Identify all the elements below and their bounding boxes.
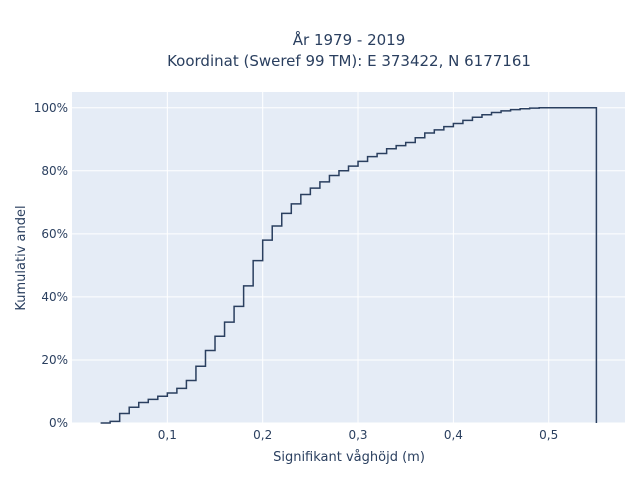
y-tick-label: 100%	[34, 101, 68, 115]
tick-labels: 0,1 0,2 0,3 0,4 0,5 0% 20% 40% 60% 80% 100%	[34, 101, 559, 442]
series-layer	[100, 107, 598, 424]
x-tick-label: 0,5	[539, 428, 558, 442]
y-axis-title: Kumulativ andel	[14, 205, 29, 310]
y-tick-label: 60%	[41, 227, 68, 241]
y-tick-label: 20%	[41, 353, 68, 367]
x-tick-label: 0,3	[348, 428, 367, 442]
x-tick-label: 0,1	[158, 428, 177, 442]
y-tick-label: 80%	[41, 164, 68, 178]
chart-title-line-2: Koordinat (Sweref 99 TM): E 373422, N 61…	[167, 52, 531, 70]
grid-lines	[72, 92, 625, 424]
plot-area	[72, 92, 625, 423]
x-tick-label: 0,2	[253, 428, 272, 442]
series-step-line	[100, 107, 598, 424]
x-tick-label: 0,4	[444, 428, 463, 442]
x-axis-title: Signifikant våghöjd (m)	[273, 450, 425, 465]
y-tick-label: 0%	[49, 416, 68, 430]
y-tick-label: 40%	[41, 290, 68, 304]
chart-title-line-1: År 1979 - 2019	[293, 30, 406, 49]
